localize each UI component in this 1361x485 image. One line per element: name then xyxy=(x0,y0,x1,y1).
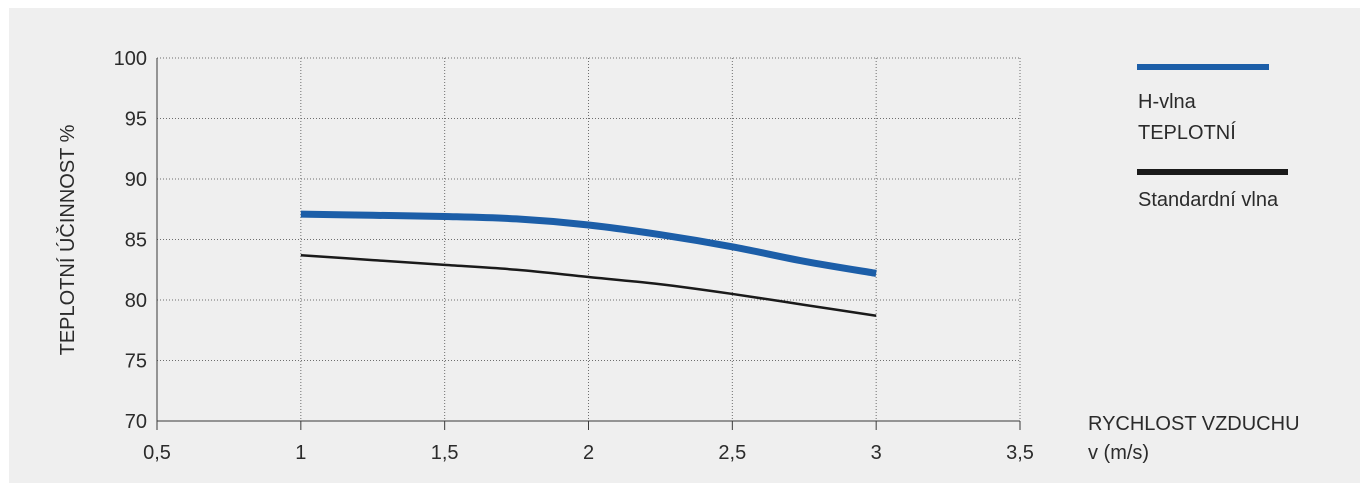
x-tick-label: 2,5 xyxy=(718,442,746,464)
series xyxy=(300,210,877,317)
legend: H-vlna TEPLOTNÍ Standardní vlna xyxy=(1137,64,1288,211)
x-tick-label: 2 xyxy=(583,442,594,464)
series-standardni-vlna-line xyxy=(300,253,877,317)
x-axis-label-line2: v (m/s) xyxy=(1088,442,1149,464)
y-tick-label: 70 xyxy=(125,411,147,433)
tick-labels: 70 75 80 85 90 95 100 0,5 1 1,5 2 2,5 3 3,5 xyxy=(114,48,1034,464)
x-tick-label: 0,5 xyxy=(143,442,171,464)
chart-panel xyxy=(9,8,1360,483)
grid xyxy=(157,57,1021,421)
series-h-vlna-line xyxy=(300,210,877,277)
axes xyxy=(156,58,1021,430)
legend-label-h-vlna-line2: TEPLOTNÍ xyxy=(1138,121,1236,144)
y-axis-label: TEPLOTNÍ ÚČINNOST % xyxy=(56,124,79,355)
y-tick-label: 80 xyxy=(125,290,147,312)
y-tick-label: 100 xyxy=(114,48,147,70)
x-tick-label: 1,5 xyxy=(431,442,459,464)
y-tick-label: 90 xyxy=(125,169,147,191)
legend-label-h-vlna-line1: H-vlna xyxy=(1138,91,1197,113)
y-tick-label: 75 xyxy=(125,351,147,373)
x-axis-label-line1: RYCHLOST VZDUCHU xyxy=(1088,413,1300,435)
y-tick-label: 95 xyxy=(125,109,147,131)
x-tick-label: 1 xyxy=(295,442,306,464)
legend-label-standardni-vlna: Standardní vlna xyxy=(1138,189,1279,211)
x-tick-label: 3 xyxy=(871,442,882,464)
y-tick-label: 85 xyxy=(125,230,147,252)
x-tick-label: 3,5 xyxy=(1006,442,1034,464)
